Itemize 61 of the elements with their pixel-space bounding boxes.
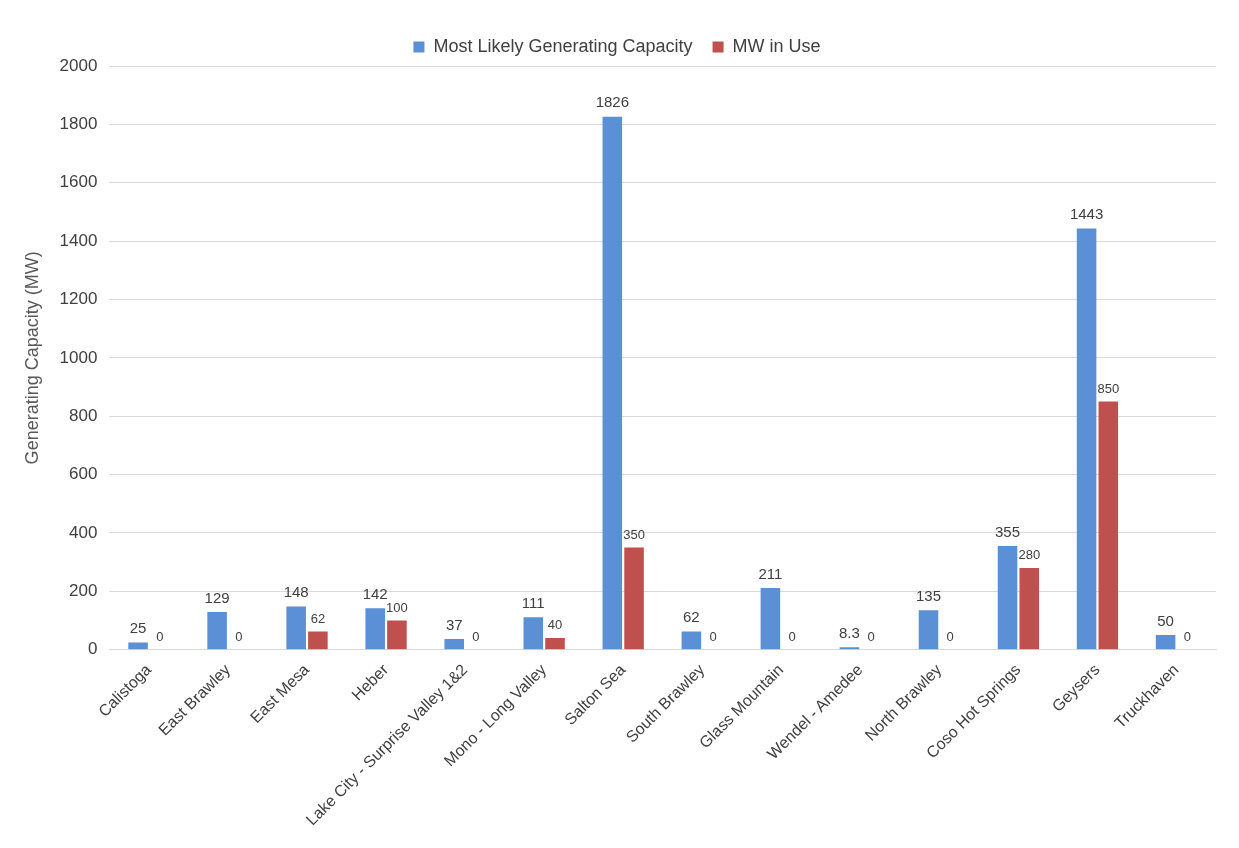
bar (681, 631, 702, 650)
bar (760, 588, 781, 650)
bar (1155, 635, 1176, 650)
data-label: 1826 (595, 93, 630, 111)
data-label: 0 (472, 628, 480, 644)
data-label: 135 (915, 586, 941, 604)
legend-label: Most Likely Generating Capacity (433, 35, 693, 56)
data-label: 111 (521, 593, 545, 611)
data-label: 1443 (1069, 205, 1104, 223)
bar (545, 638, 565, 650)
data-label: 100 (386, 599, 408, 615)
bar (523, 617, 544, 650)
data-label: 0 (867, 628, 875, 644)
bar (444, 638, 465, 650)
bar (1098, 401, 1119, 650)
data-label: 37 (445, 615, 463, 633)
data-label: 0 (788, 628, 796, 644)
y-tick-label: 1200 (59, 289, 98, 309)
y-tick-label: 1800 (59, 114, 98, 134)
bar (387, 620, 407, 650)
data-label: 0 (235, 628, 243, 644)
bar (128, 642, 148, 650)
y-axis-title: Generating Capacity (MW) (21, 251, 42, 465)
y-tick-label: 2000 (59, 55, 98, 75)
y-tick-label: 200 (69, 581, 98, 601)
data-label: 142 (362, 584, 388, 602)
y-tick-label: 1600 (59, 172, 98, 192)
y-tick-label: 0 (87, 639, 98, 659)
data-label: 62 (310, 610, 326, 626)
data-label: 0 (946, 628, 954, 644)
bar (602, 116, 623, 650)
y-tick-label: 1000 (59, 347, 98, 367)
bar (308, 631, 328, 650)
data-label: 850 (1097, 380, 1120, 396)
y-tick-label: 600 (69, 464, 98, 484)
bar (1019, 567, 1040, 650)
data-label: 148 (283, 583, 309, 601)
legend-label: MW in Use (732, 35, 821, 56)
data-label: 0 (1183, 628, 1191, 644)
bar (1076, 228, 1097, 650)
data-label: 8.3 (839, 623, 860, 641)
data-label: 355 (995, 522, 1021, 540)
bar (918, 610, 939, 650)
bar (624, 547, 644, 650)
bar (286, 606, 306, 650)
data-label: 50 (1157, 611, 1174, 629)
data-label: 129 (204, 588, 230, 606)
data-label: 40 (547, 617, 563, 633)
data-label: 0 (709, 628, 717, 644)
data-label: 25 (129, 619, 147, 637)
data-label: 0 (156, 628, 164, 644)
y-tick-label: 1400 (59, 230, 98, 250)
y-tick-label: 400 (69, 522, 98, 542)
bar (207, 612, 227, 650)
data-label: 280 (1018, 547, 1041, 563)
bar (365, 608, 385, 650)
bar (997, 546, 1018, 650)
data-label: 211 (758, 564, 783, 582)
data-label: 62 (683, 608, 700, 626)
data-label: 350 (623, 526, 645, 542)
y-tick-label: 800 (69, 405, 98, 425)
